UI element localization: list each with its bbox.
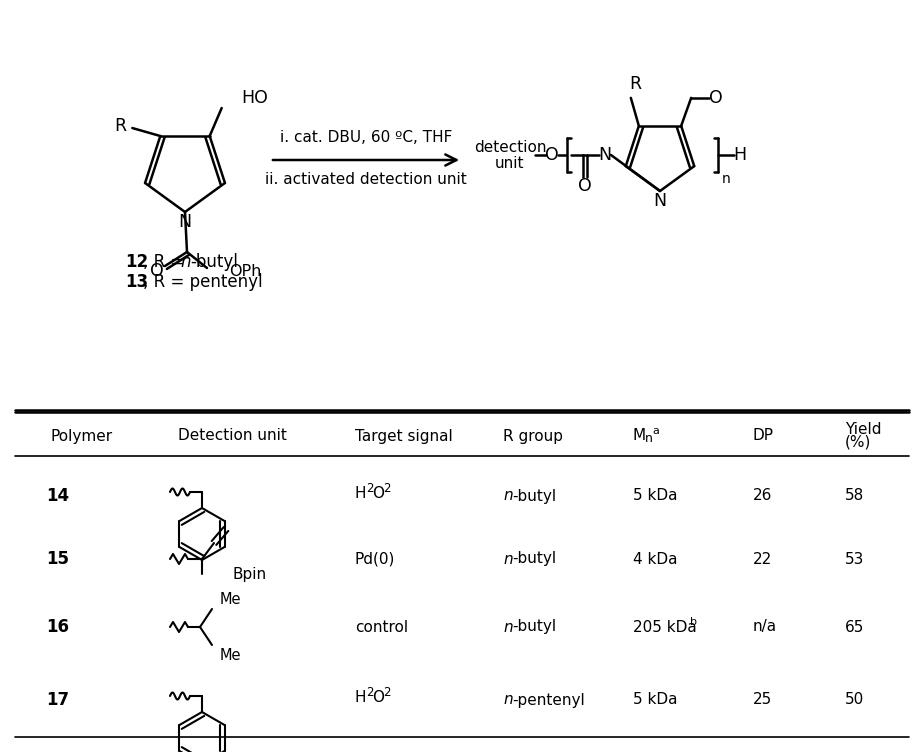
Text: N: N — [653, 192, 666, 210]
Text: 5 kDa: 5 kDa — [633, 489, 677, 504]
Text: 2: 2 — [383, 482, 391, 495]
Text: O: O — [150, 262, 164, 280]
Text: 16: 16 — [46, 618, 69, 636]
Text: 4 kDa: 4 kDa — [633, 551, 677, 566]
Text: -butyl: -butyl — [190, 253, 237, 271]
Text: 15: 15 — [46, 550, 69, 568]
Text: ii. activated detection unit: ii. activated detection unit — [265, 172, 467, 187]
Text: 2: 2 — [366, 686, 373, 699]
Text: detection: detection — [474, 141, 546, 156]
Text: n: n — [503, 693, 513, 708]
Text: R: R — [628, 75, 641, 93]
Text: 17: 17 — [46, 691, 69, 709]
Text: H: H — [355, 690, 367, 705]
Text: 2: 2 — [366, 482, 373, 495]
Text: 26: 26 — [753, 489, 772, 504]
Text: -butyl: -butyl — [512, 620, 556, 635]
Text: n: n — [180, 253, 190, 271]
Text: O: O — [372, 690, 384, 705]
Text: HO: HO — [242, 89, 269, 107]
Text: 50: 50 — [845, 693, 864, 708]
Text: M: M — [633, 429, 646, 444]
Text: Target signal: Target signal — [355, 429, 453, 444]
Text: Pd(0): Pd(0) — [355, 551, 395, 566]
Text: n: n — [503, 551, 513, 566]
Text: H: H — [355, 486, 367, 501]
Text: N: N — [178, 213, 191, 231]
Text: Detection unit: Detection unit — [178, 429, 286, 444]
Text: (%): (%) — [845, 435, 871, 450]
Text: Bpin: Bpin — [232, 566, 266, 581]
Text: -pentenyl: -pentenyl — [512, 693, 585, 708]
Text: n: n — [645, 432, 653, 445]
Text: DP: DP — [753, 429, 774, 444]
Text: 25: 25 — [753, 693, 772, 708]
Text: O: O — [545, 146, 559, 164]
Text: control: control — [355, 620, 408, 635]
Text: i. cat. DBU, 60 ºC, THF: i. cat. DBU, 60 ºC, THF — [280, 131, 452, 145]
Text: unit: unit — [495, 156, 525, 171]
Text: 13: 13 — [125, 273, 148, 291]
Text: n: n — [503, 620, 513, 635]
Text: 53: 53 — [845, 551, 864, 566]
Text: -butyl: -butyl — [512, 489, 556, 504]
Text: 65: 65 — [845, 620, 864, 635]
Text: , R = pentenyl: , R = pentenyl — [143, 273, 262, 291]
Text: a: a — [652, 426, 659, 436]
Text: N: N — [599, 146, 612, 164]
Text: R group: R group — [503, 429, 563, 444]
Text: 22: 22 — [753, 551, 772, 566]
Text: Yield: Yield — [845, 423, 881, 438]
Text: , R =: , R = — [143, 253, 189, 271]
Text: n: n — [722, 172, 731, 186]
Text: OPh: OPh — [229, 263, 261, 278]
Text: 58: 58 — [845, 489, 864, 504]
Text: n: n — [503, 489, 513, 504]
Text: 12: 12 — [125, 253, 148, 271]
Text: 2: 2 — [383, 686, 391, 699]
Text: H: H — [734, 146, 747, 164]
Text: 14: 14 — [46, 487, 69, 505]
Text: O: O — [578, 177, 591, 195]
Text: O: O — [372, 486, 384, 501]
Text: 205 kDa: 205 kDa — [633, 620, 697, 635]
Text: Me: Me — [220, 647, 241, 663]
Text: Polymer: Polymer — [50, 429, 112, 444]
Text: 5 kDa: 5 kDa — [633, 693, 677, 708]
Text: Me: Me — [220, 592, 241, 607]
Text: -butyl: -butyl — [512, 551, 556, 566]
Text: n/a: n/a — [753, 620, 777, 635]
Text: R: R — [115, 117, 127, 135]
Text: O: O — [710, 89, 723, 107]
Text: b: b — [690, 617, 697, 627]
